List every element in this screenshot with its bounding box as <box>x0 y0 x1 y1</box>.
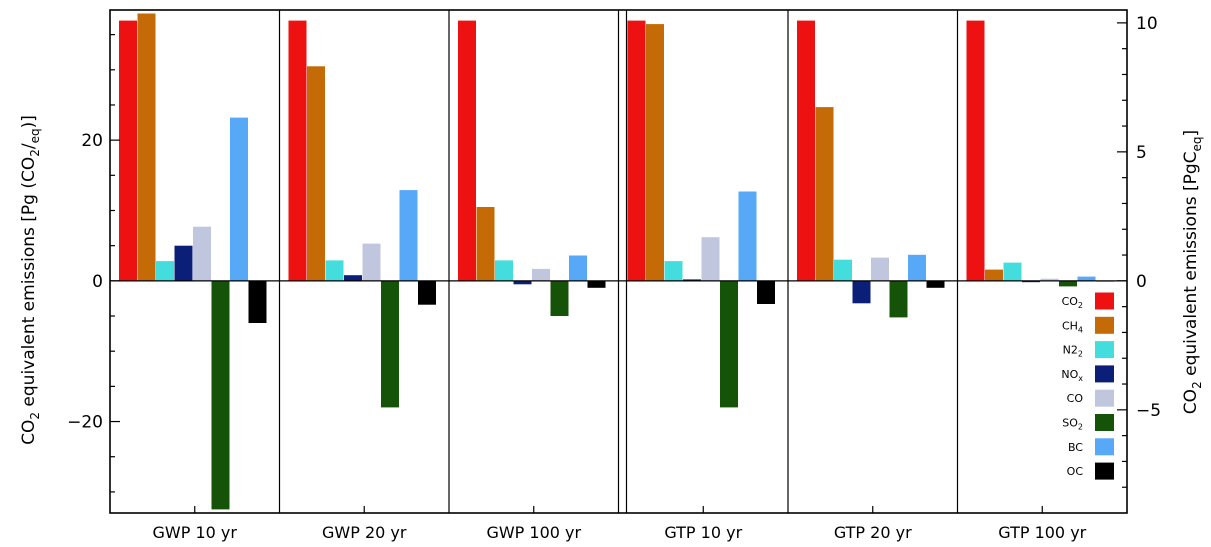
bar-co2-2 <box>288 20 307 281</box>
bar-bc-3 <box>569 255 587 281</box>
y-axis-label-right: CO2​ equivalent emissions [PgCeq​] <box>1181 130 1204 414</box>
legend-swatch-nox <box>1095 365 1114 383</box>
bar-so2-1 <box>211 280 230 510</box>
category-label: GTP 20 yr <box>834 523 912 542</box>
left-tick-label: 20 <box>81 131 103 151</box>
right-tick-label: −5 <box>1136 401 1161 421</box>
bar-ch4-1 <box>137 13 156 281</box>
legend-swatch-ch4 <box>1095 316 1114 334</box>
bar-n2o-6 <box>1003 262 1022 281</box>
bar-co2-1 <box>119 20 137 281</box>
bar-nox-2 <box>344 275 362 281</box>
bar-oc-5 <box>926 280 945 288</box>
bar-oc-1 <box>248 280 267 323</box>
legend-label-co2: CO2 <box>1062 295 1083 310</box>
bar-ch4-4 <box>646 24 664 281</box>
left-tick-label: −20 <box>67 413 103 433</box>
right-tick-label: 10 <box>1136 14 1158 34</box>
bar-bc-2 <box>399 190 418 281</box>
right-tick-label: 0 <box>1136 272 1147 292</box>
bar-co2-6 <box>966 20 985 281</box>
legend-swatch-so2 <box>1095 414 1114 431</box>
legend-swatch-bc <box>1095 438 1114 456</box>
bar-oc-2 <box>418 280 436 305</box>
category-label: GTP 10 yr <box>664 523 742 542</box>
legend-label-bc: BC <box>1068 441 1083 454</box>
legend-label-n2o: N22 <box>1063 344 1083 359</box>
bar-ch4-5 <box>815 107 834 281</box>
plot-frame <box>109 9 1128 514</box>
bar-co2-4 <box>627 20 646 281</box>
legend-swatch-oc <box>1095 462 1114 480</box>
bar-nox-3 <box>513 280 532 285</box>
bar-bc-6 <box>1077 276 1096 281</box>
bar-ch4-2 <box>307 66 325 281</box>
bar-n2o-4 <box>664 261 683 281</box>
legend-label-co: CO <box>1067 392 1084 405</box>
legend-label-ch4: CH4 <box>1062 319 1083 334</box>
category-label: GWP 100 yr <box>486 523 581 542</box>
bar-n2o-1 <box>156 261 174 281</box>
bar-co-6 <box>1040 278 1059 281</box>
bar-so2-2 <box>381 280 399 408</box>
legend: CO2 CH4 N22 NOx CO SO2 BC OC <box>1061 292 1114 480</box>
legend-label-so2: SO2 <box>1062 417 1083 432</box>
bar-co2-3 <box>458 20 476 281</box>
legend-swatch-n2o <box>1095 341 1114 359</box>
axes-layer: −20 0 20 −5 0 5 10 GWP 10 yr GWP 20 yr GWP 100 yr… <box>67 14 1161 542</box>
bar-ch4-3 <box>476 207 495 281</box>
category-label: GTP 100 yr <box>998 523 1086 542</box>
y-axis-label-left: CO2​ equivalent emissions [Pg (CO2​/eq​)… <box>19 115 42 445</box>
bar-bc-1 <box>230 117 248 281</box>
legend-label-nox: NOx <box>1061 368 1083 383</box>
legend-swatch-co2 <box>1095 292 1114 310</box>
bar-bc-5 <box>908 254 926 281</box>
bar-oc-3 <box>587 280 606 288</box>
bar-ch4-6 <box>985 269 1003 281</box>
bar-nox-5 <box>852 280 871 304</box>
plot-border <box>109 9 1128 514</box>
left-tick-label: 0 <box>92 272 103 292</box>
bar-co-4 <box>701 237 720 281</box>
bar-nox-1 <box>174 245 193 281</box>
bar-n2o-2 <box>325 260 344 281</box>
bar-bc-4 <box>738 191 757 281</box>
bar-n2o-3 <box>495 260 513 281</box>
bar-so2-4 <box>720 280 738 408</box>
bar-oc-4 <box>757 280 775 304</box>
bar-co-5 <box>871 257 889 281</box>
bar-co-3 <box>532 268 550 281</box>
bar-so2-5 <box>889 280 908 318</box>
bar-so2-6 <box>1059 280 1077 287</box>
category-label: GWP 10 yr <box>153 523 238 542</box>
bars-layer <box>119 13 1114 510</box>
bar-nox-6 <box>1022 280 1040 283</box>
bar-nox-4 <box>683 279 701 281</box>
bar-co-2 <box>362 243 381 281</box>
category-label: GWP 20 yr <box>322 523 407 542</box>
right-tick-label: 5 <box>1136 143 1147 163</box>
bar-co2-5 <box>797 20 815 281</box>
legend-swatch-co <box>1095 389 1114 407</box>
bar-n2o-5 <box>834 259 852 281</box>
legend-label-oc: OC <box>1067 465 1084 478</box>
bar-so2-3 <box>550 280 569 316</box>
bar-co-1 <box>193 226 211 281</box>
